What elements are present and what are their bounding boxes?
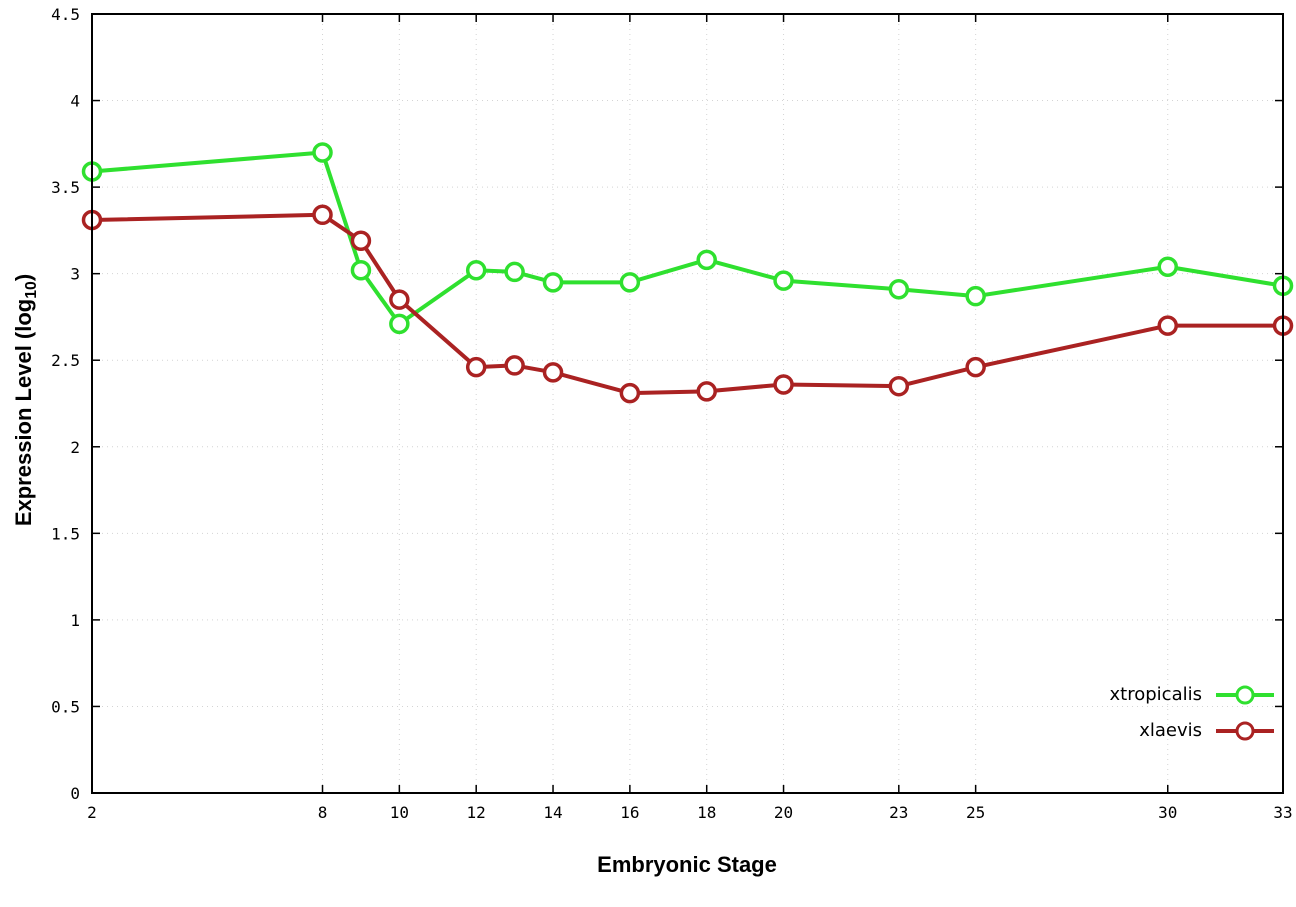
y-tick-label: 1: [70, 611, 80, 630]
data-point-xlaevis: [696, 381, 717, 402]
data-point-xlaevis: [350, 230, 372, 252]
legend-marker-icon: [1235, 685, 1255, 704]
data-point-xtropicalis: [312, 142, 333, 163]
x-tick-label: 2: [87, 803, 97, 822]
x-tick-label: 25: [966, 803, 985, 822]
data-point-xtropicalis: [1157, 256, 1178, 277]
y-tick-label: 0.5: [51, 697, 80, 716]
data-point-xtropicalis: [965, 285, 986, 307]
data-point-xlaevis: [1157, 315, 1178, 336]
y-tick-label: 4: [70, 92, 80, 111]
x-tick-label: 10: [390, 803, 409, 822]
legend-item-xlaevis: xlaevis: [1139, 720, 1274, 741]
data-point-xlaevis: [773, 374, 794, 395]
x-tick-label: 23: [889, 803, 908, 822]
y-tick-label: 2.5: [51, 351, 80, 370]
x-tick-label: 12: [467, 803, 486, 822]
data-point-xlaevis: [312, 204, 333, 226]
y-tick-label: 2: [70, 438, 80, 457]
series-line-xlaevis: [90, 212, 1285, 396]
x-tick-label: 30: [1158, 803, 1177, 822]
data-point-xtropicalis: [504, 261, 525, 283]
data-point-xlaevis: [888, 375, 910, 397]
y-axis-label-subscript: 10: [23, 281, 41, 299]
data-point-xlaevis: [619, 382, 641, 404]
data-point-xtropicalis: [542, 272, 564, 293]
x-tick-label: 8: [318, 803, 328, 822]
data-point-xtropicalis: [888, 278, 910, 300]
x-tick-label: 20: [774, 803, 793, 822]
y-tick-label: 0: [70, 784, 80, 803]
y-tick-label: 1.5: [51, 524, 80, 543]
y-tick-label: 3: [70, 265, 80, 284]
legend-label-xlaevis: xlaevis: [1139, 720, 1202, 741]
data-point-xlaevis: [389, 289, 410, 310]
data-point-xtropicalis: [619, 272, 641, 293]
y-tick-label: 3.5: [51, 178, 80, 197]
y-tick-label: 4.5: [51, 5, 80, 24]
data-point-xtropicalis: [696, 249, 717, 271]
series-line-xtropicalis: [90, 150, 1285, 326]
legend-label-xtropicalis: xtropicalis: [1109, 684, 1202, 705]
legend-marker-icon: [1235, 721, 1255, 740]
y-axis-label-text: Expression Level (log: [10, 298, 36, 527]
y-axis-label: Expression Level (log10): [11, 274, 41, 526]
plot-border: [91, 13, 1284, 794]
legend-item-xtropicalis: xtropicalis: [1110, 684, 1274, 705]
data-point-xtropicalis: [389, 313, 410, 335]
data-point-xtropicalis: [773, 270, 794, 291]
x-tick-label: 18: [697, 803, 716, 822]
data-point-xlaevis: [542, 362, 564, 383]
data-point-xtropicalis: [465, 259, 487, 281]
data-point-xlaevis: [965, 356, 986, 378]
data-point-xlaevis: [504, 355, 525, 376]
legend-line-sample-xtropicalis: [1216, 685, 1274, 704]
x-tick-label: 33: [1273, 803, 1292, 822]
x-tick-label: 16: [620, 803, 639, 822]
x-tick-label: 14: [543, 803, 562, 822]
legend-line-sample-xlaevis: [1216, 721, 1274, 740]
data-point-xlaevis: [465, 356, 487, 378]
x-axis-label: Embryonic Stage: [597, 852, 777, 877]
y-axis-label-close: ): [10, 273, 36, 282]
legend: xtropicalis xlaevis: [1110, 684, 1274, 741]
data-point-xtropicalis: [350, 259, 372, 281]
